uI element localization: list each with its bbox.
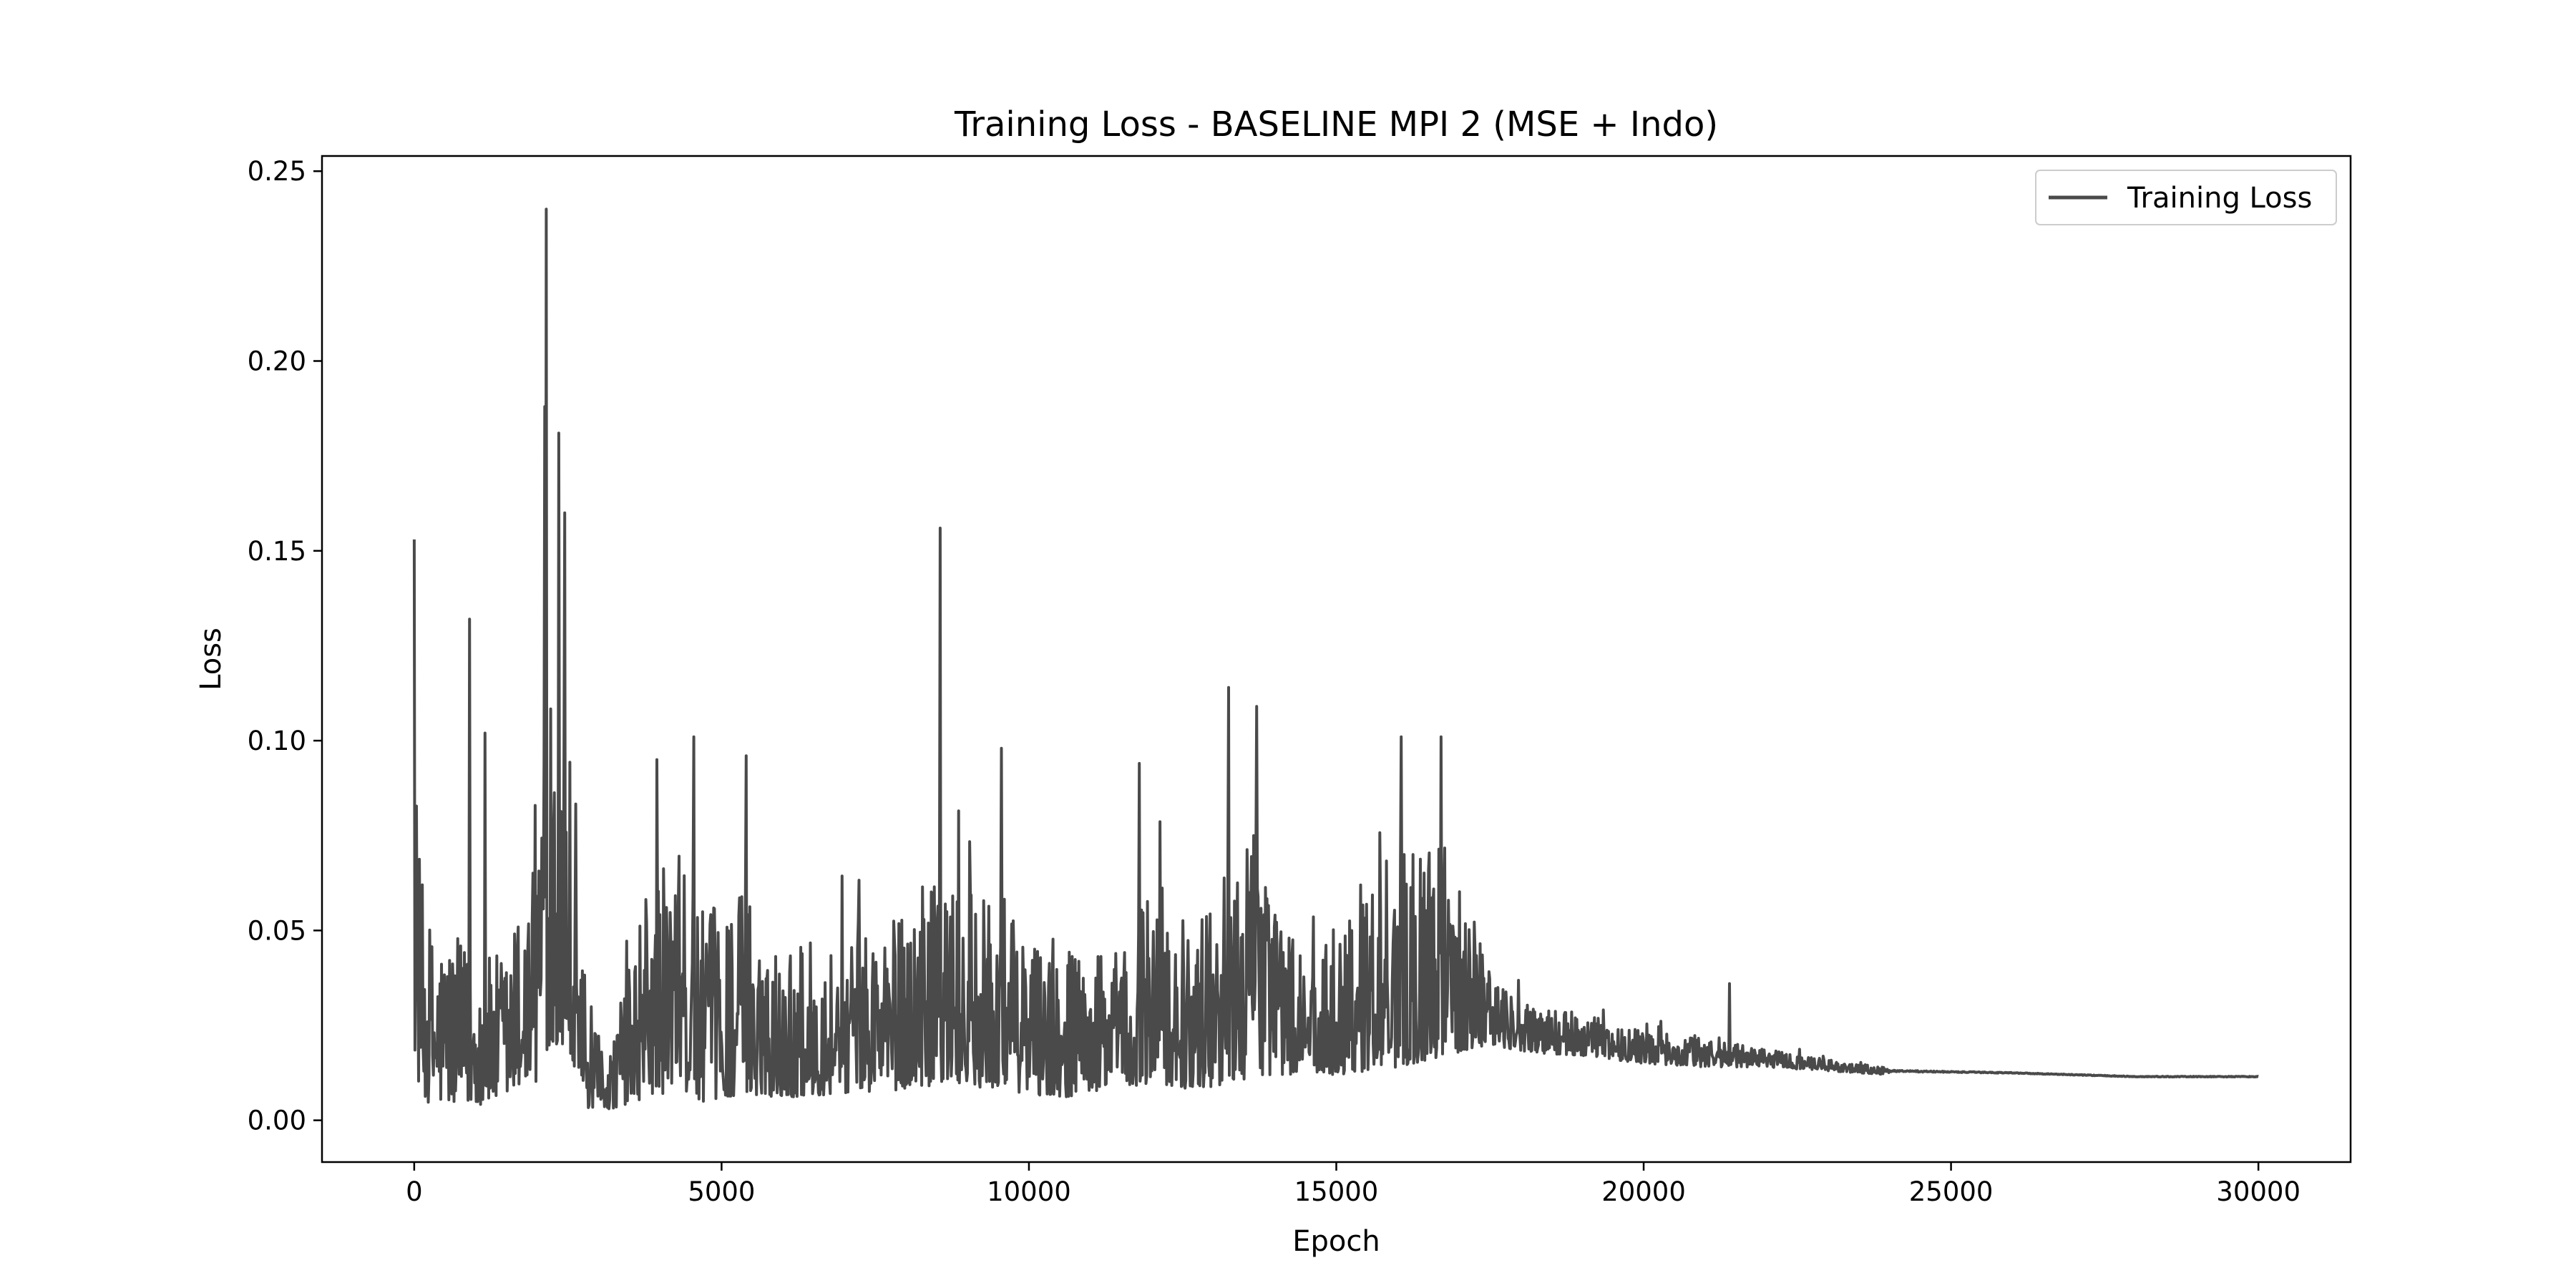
x-axis: 0 5000 10000 15000 20000 25000 30000: [406, 1162, 2301, 1207]
y-tick-label: 0.10: [248, 726, 306, 756]
y-tick-label: 0.05: [248, 915, 306, 946]
x-axis-label: Epoch: [1292, 1225, 1380, 1258]
x-tick-label: 15000: [1294, 1176, 1379, 1207]
y-tick-label: 0.20: [248, 346, 306, 377]
series-layer: [412, 208, 2260, 1111]
x-tick-label: 25000: [1909, 1176, 1994, 1207]
y-tick-label: 0.25: [248, 156, 306, 187]
x-tick-label: 5000: [688, 1176, 755, 1207]
y-axis-label: Loss: [195, 628, 228, 691]
chart-title: Training Loss - BASELINE MPI 2 (MSE + In…: [954, 104, 1718, 145]
x-tick-label: 20000: [1601, 1176, 1686, 1207]
legend-label-training-loss: Training Loss: [2127, 182, 2312, 215]
series-line-training-loss: [412, 208, 2260, 1111]
legend-box: [2035, 170, 2337, 225]
legend: Training Loss: [2035, 170, 2337, 225]
x-tick-label: 10000: [987, 1176, 1071, 1207]
y-axis: 0.00 0.05 0.10 0.15 0.20 0.25: [248, 156, 322, 1136]
x-tick-label: 30000: [2216, 1176, 2301, 1207]
x-tick-label: 0: [406, 1176, 423, 1207]
y-tick-label: 0.00: [248, 1106, 306, 1136]
y-tick-label: 0.15: [248, 536, 306, 567]
